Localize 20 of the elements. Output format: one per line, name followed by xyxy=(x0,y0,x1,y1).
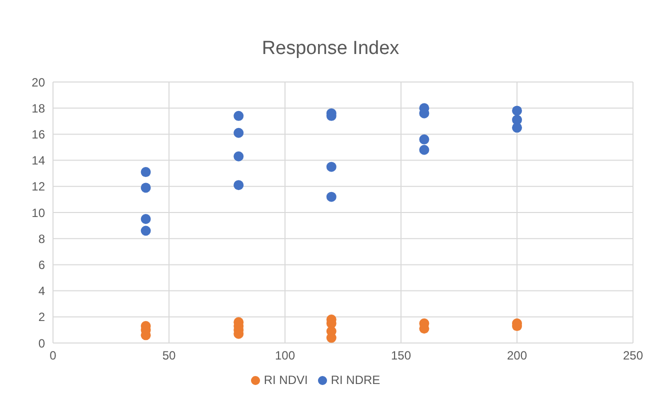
y-tick-label: 6 xyxy=(38,258,46,272)
x-tick-label: 150 xyxy=(390,348,412,363)
x-tick-label: 200 xyxy=(506,348,528,363)
y-tick-label: 2 xyxy=(38,310,46,324)
legend-label: RI NDRE xyxy=(330,373,380,387)
y-tick-label: 10 xyxy=(32,206,46,220)
y-tick-label: 20 xyxy=(32,75,46,90)
x-tick-label: 0 xyxy=(50,348,57,363)
y-tick-label: 16 xyxy=(32,127,46,142)
y-tick-label: 4 xyxy=(38,284,46,298)
y-tick-label: 18 xyxy=(32,101,46,116)
y-tick-label: 12 xyxy=(32,180,46,194)
legend-label: RI NDVI xyxy=(264,373,308,387)
x-tick-label: 250 xyxy=(622,348,644,363)
x-tick-label: 50 xyxy=(162,348,176,363)
x-tick-label: 100 xyxy=(274,348,296,363)
y-tick-label: 14 xyxy=(32,154,46,168)
y-tick-label: 0 xyxy=(38,336,46,350)
chart-title: Response Index xyxy=(260,37,400,61)
y-tick-label: 8 xyxy=(38,232,46,246)
